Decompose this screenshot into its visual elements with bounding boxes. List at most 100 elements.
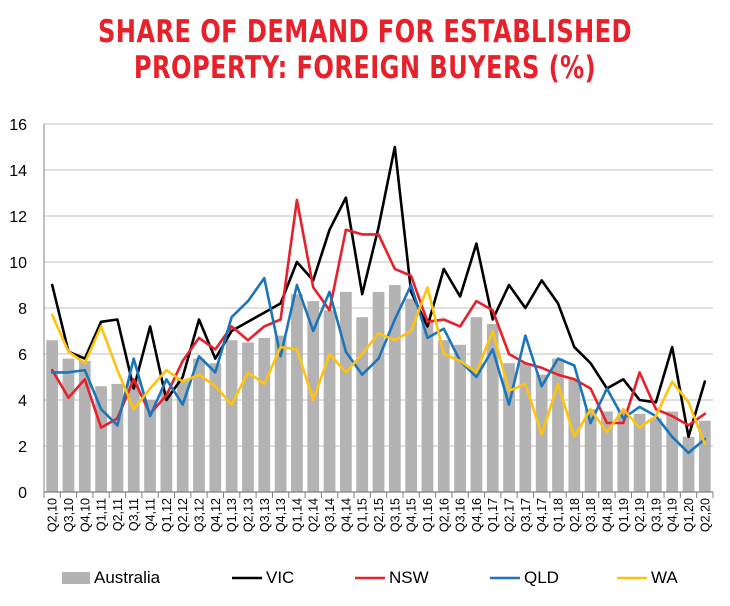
bar-australia: [258, 337, 271, 492]
bar-australia: [584, 409, 597, 492]
bar-australia: [372, 291, 385, 492]
x-tick-label: Q3,14: [323, 498, 337, 532]
bar-australia: [95, 386, 107, 492]
x-tick-label: Q1,20: [682, 498, 696, 532]
x-tick-label: Q3,11: [127, 498, 141, 531]
bar-australia: [633, 413, 646, 492]
bar-australia: [405, 298, 418, 492]
bar-australia: [650, 418, 662, 492]
x-tick-label: Q1,18: [551, 498, 565, 532]
x-tick-label: Q2,18: [568, 498, 582, 532]
x-tick-label: Q2,20: [698, 498, 712, 532]
bar-australia: [486, 324, 499, 492]
x-tick-label: Q3,19: [649, 498, 663, 532]
bar-australia: [46, 340, 59, 492]
bar-australia: [519, 363, 532, 492]
bar-australia: [698, 420, 711, 492]
y-tick-label: 4: [18, 393, 27, 410]
bar-australia: [144, 400, 156, 492]
bar-australia: [127, 379, 140, 492]
axes: [43, 124, 714, 498]
y-tick-label: 6: [18, 347, 27, 364]
x-tick-label: Q3,18: [584, 498, 598, 532]
bar-australia: [388, 285, 401, 492]
bar-australia: [356, 317, 369, 492]
x-tick-label: Q1,11: [95, 498, 109, 531]
bar-australia: [617, 411, 630, 492]
legend-swatch-australia: [62, 572, 90, 584]
bar-australia: [78, 360, 91, 492]
bar-australia: [437, 340, 450, 492]
x-tick-label: Q3,15: [388, 498, 402, 532]
bar-australia: [601, 411, 613, 492]
chart-title: SHARE OF DEMAND FOR ESTABLISHED PROPERTY…: [80, 14, 649, 86]
x-tick-label: Q4,10: [78, 498, 92, 532]
legend-label-nsw: NSW: [389, 568, 429, 587]
bar-australia: [225, 340, 238, 492]
y-tick-label: 16: [9, 117, 27, 134]
x-tick-label: Q2,15: [372, 498, 386, 532]
legend-label-vic: VIC: [266, 568, 294, 587]
x-tick-label: Q2,10: [46, 498, 60, 532]
legend-label-wa: WA: [651, 568, 678, 587]
y-tick-label: 12: [9, 209, 27, 226]
x-tick-label: Q1,14: [290, 498, 304, 532]
x-tick-label: Q4,15: [405, 498, 419, 532]
bar-australia: [323, 310, 336, 492]
x-tick-label: Q4,12: [209, 498, 223, 532]
bar-australia: [274, 335, 287, 492]
series-line-qld: [50, 276, 707, 455]
y-tick-label: 0: [18, 485, 27, 502]
series-line-wa: [50, 285, 707, 446]
x-tick-labels: Q2,10 Q3,10 Q4,10 Q1,11 Q2,11 Q3,11 Q4,11 Q1,12…: [46, 498, 713, 532]
chart-title-line-1: SHARE OF DEMAND FOR ESTABLISHED: [97, 14, 633, 50]
bar-australia: [339, 291, 352, 492]
x-tick-label: Q4,16: [470, 498, 484, 532]
x-tick-label: Q1,15: [356, 498, 370, 532]
chart-title-line-2: PROPERTY: FOREIGN BUYERS (%): [133, 50, 597, 86]
state-lines: [50, 145, 707, 455]
x-tick-label: Q4,14: [339, 498, 353, 532]
x-tick-label: Q2,13: [241, 498, 255, 532]
x-tick-label: Q2,14: [307, 498, 321, 532]
y-tick-label: 14: [9, 163, 27, 180]
bar-australia: [682, 436, 695, 492]
bar-australia: [503, 363, 515, 492]
y-tick-label: 2: [18, 439, 27, 456]
bar-australia: [421, 319, 434, 492]
legend: Australia VIC NSW QLD WA: [62, 568, 678, 587]
x-tick-label: Q2,12: [176, 498, 190, 532]
x-tick-label: Q4,19: [666, 498, 680, 532]
x-tick-label: Q3,12: [193, 498, 207, 532]
x-tick-label: Q3,16: [454, 498, 468, 532]
x-tick-label: Q3,13: [258, 498, 272, 532]
bar-australia: [193, 358, 205, 492]
x-tick-label: Q4,17: [535, 498, 549, 532]
bar-australia: [242, 342, 254, 492]
x-tick-label: Q1,13: [225, 498, 239, 532]
y-tick-labels: 0 2 4 6 8 10 12 14 16: [9, 117, 27, 502]
x-tick-label: Q1,16: [421, 498, 435, 532]
legend-label-australia: Australia: [94, 568, 161, 587]
x-tick-label: Q2,16: [437, 498, 451, 532]
x-tick-label: Q3,10: [62, 498, 76, 532]
x-tick-label: Q2,17: [503, 498, 517, 532]
x-tick-label: Q4,18: [600, 498, 614, 532]
bar-australia: [209, 363, 222, 492]
bar-australia: [470, 317, 483, 492]
y-tick-label: 8: [18, 301, 27, 318]
bar-australia: [62, 358, 75, 492]
x-tick-label: Q2,11: [111, 498, 125, 531]
series-line-nsw: [50, 198, 707, 429]
x-tick-label: Q1,19: [617, 498, 631, 532]
x-tick-label: Q1,17: [486, 498, 500, 532]
australia-bars: [46, 285, 711, 492]
x-tick-label: Q1,12: [160, 498, 174, 532]
bar-australia: [176, 379, 189, 492]
bar-australia: [552, 358, 564, 492]
bar-australia: [666, 411, 679, 492]
x-tick-label: Q2,19: [633, 498, 647, 532]
bar-australia: [111, 383, 124, 492]
legend-label-qld: QLD: [524, 568, 559, 587]
